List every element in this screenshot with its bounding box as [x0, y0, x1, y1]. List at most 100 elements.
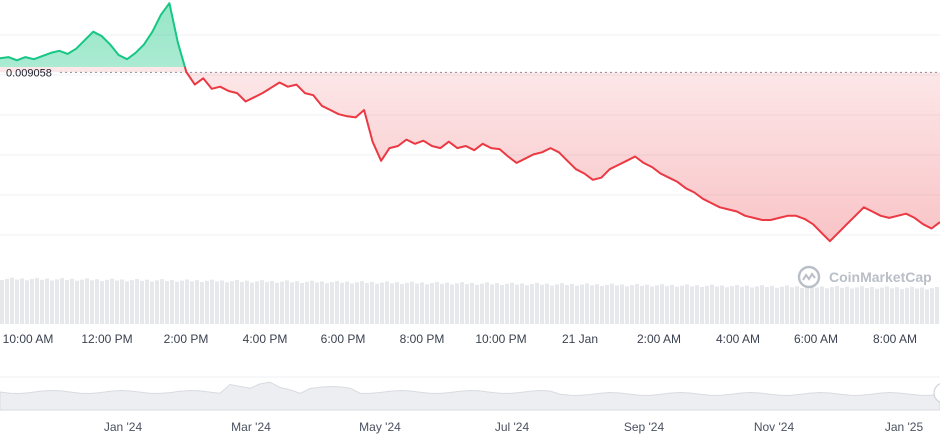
volume-bar	[430, 283, 434, 324]
volume-bar	[765, 287, 769, 324]
volume-bar	[365, 283, 369, 324]
volume-bar	[760, 285, 764, 324]
coinmarketcap-logo-icon	[797, 265, 821, 289]
volume-bar	[935, 286, 939, 324]
volume-bar	[305, 281, 309, 324]
navigator-handle-right[interactable]	[933, 383, 940, 403]
volume-bar	[770, 285, 774, 324]
volume-bar	[685, 284, 689, 324]
area-fill-below-reference	[0, 67, 940, 242]
navigator: Jan '24 Mar '24 May '24 Jul '24 Sep '24 Nov '…	[0, 376, 940, 434]
volume-bar	[60, 278, 64, 324]
price-line-above-reference	[0, 2, 186, 67]
volume-bar	[750, 287, 754, 324]
volume-bar	[485, 282, 489, 324]
volume-bar	[890, 288, 894, 324]
volume-bar	[720, 285, 724, 324]
volume-bar	[20, 278, 24, 324]
volume-bars	[0, 277, 939, 324]
navigator-x-axis: Jan '24 Mar '24 May '24 Jul '24 Sep '24 Nov '…	[104, 420, 924, 434]
volume-bar	[135, 278, 139, 324]
volume-bar	[610, 283, 614, 324]
volume-bar	[620, 284, 624, 324]
volume-bar	[810, 285, 814, 324]
volume-bar	[655, 285, 659, 324]
volume-bar	[805, 286, 809, 324]
watermark-text: CoinMarketCap	[829, 269, 932, 285]
volume-bar	[265, 282, 269, 324]
volume-bar	[820, 286, 824, 324]
volume-bar	[180, 280, 184, 324]
volume-bar	[555, 284, 559, 324]
volume-bar	[310, 280, 314, 324]
volume-bar	[800, 288, 804, 324]
volume-bar	[115, 280, 119, 324]
volume-bar	[205, 280, 209, 324]
volume-bar	[635, 283, 639, 324]
volume-bar	[625, 286, 629, 324]
volume-bar	[470, 282, 474, 324]
volume-bar	[375, 283, 379, 324]
volume-bar	[595, 284, 599, 324]
volume-bar	[710, 284, 714, 324]
volume-bar	[5, 278, 9, 324]
volume-bar	[915, 288, 919, 324]
volume-bar	[550, 285, 554, 324]
volume-bar	[400, 284, 404, 324]
volume-bar	[345, 281, 349, 324]
volume-bar	[615, 285, 619, 324]
volume-bar	[495, 283, 499, 324]
volume-bar	[250, 282, 254, 324]
x-tick-label: 10:00 PM	[475, 332, 526, 346]
volume-bar	[670, 284, 674, 324]
navigator-tick-label: Jan '25	[885, 420, 924, 434]
volume-bar	[85, 278, 89, 324]
volume-bar	[95, 279, 99, 324]
volume-bar	[315, 282, 319, 324]
volume-bar	[230, 281, 234, 324]
volume-bar	[280, 281, 284, 324]
x-tick-label: 2:00 PM	[164, 332, 209, 346]
volume-bar	[690, 286, 694, 324]
volume-bar	[695, 285, 699, 324]
price-line-below-reference	[183, 67, 940, 243]
x-tick-label: 8:00 AM	[873, 332, 917, 346]
volume-bar	[210, 279, 214, 324]
volume-bar	[665, 286, 669, 324]
volume-bar	[835, 285, 839, 324]
volume-bar	[600, 286, 604, 324]
volume-bar	[845, 286, 849, 324]
volume-bar	[120, 279, 124, 324]
volume-bar	[480, 283, 484, 324]
volume-bar	[385, 281, 389, 324]
volume-bar	[35, 277, 39, 324]
volume-bar	[235, 279, 239, 324]
x-tick-label: 6:00 AM	[794, 332, 838, 346]
volume-bar	[270, 280, 274, 324]
volume-bar	[905, 287, 909, 324]
volume-bar	[930, 288, 934, 324]
volume-bar	[390, 283, 394, 324]
volume-bar	[570, 283, 574, 324]
x-tick-label: 8:00 PM	[400, 332, 445, 346]
volume-bar	[350, 283, 354, 324]
volume-bar	[325, 283, 329, 324]
volume-bar	[500, 285, 504, 324]
volume-bar	[725, 287, 729, 324]
volume-bar	[530, 284, 534, 324]
volume-bar	[475, 284, 479, 324]
volume-bar	[895, 287, 899, 324]
volume-bar	[410, 281, 414, 324]
volume-bar	[755, 286, 759, 324]
volume-bar	[815, 287, 819, 324]
volume-bar	[515, 284, 519, 324]
volume-bar	[320, 281, 324, 324]
volume-bar	[165, 281, 169, 324]
x-tick-label: 4:00 PM	[243, 332, 288, 346]
navigator-tick-label: May '24	[359, 420, 401, 434]
volume-bar	[840, 287, 844, 324]
volume-bar	[460, 282, 464, 324]
volume-bar	[130, 280, 134, 324]
navigator-tick-label: Nov '24	[754, 420, 795, 434]
